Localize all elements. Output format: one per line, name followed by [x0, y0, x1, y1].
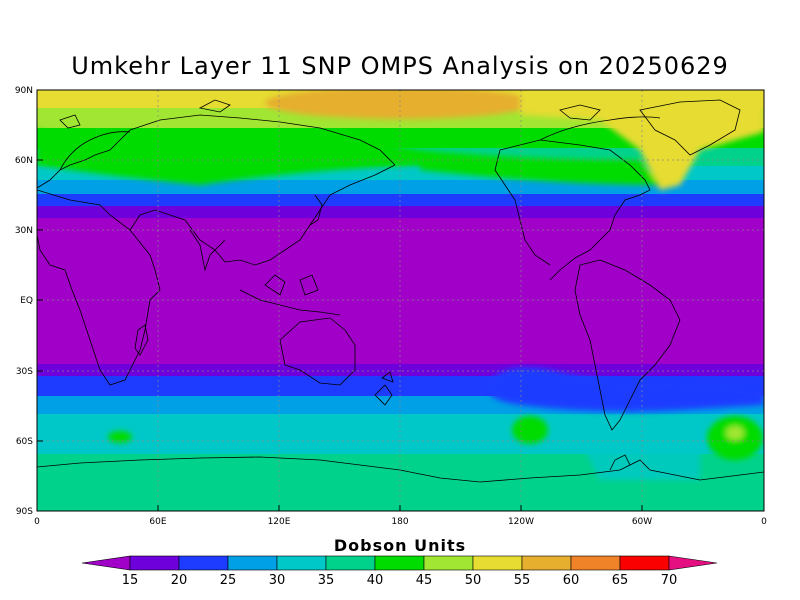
- map-title: Umkehr Layer 11 SNP OMPS Analysis on 202…: [71, 52, 729, 80]
- x-tick-label: 0: [761, 517, 767, 527]
- colorbar-swatch: [570, 555, 621, 571]
- colorbar-high-arrow: [668, 555, 718, 571]
- colorbar-level-label: 70: [661, 573, 678, 588]
- colorbar-level-label: 60: [563, 573, 580, 588]
- colorbar-title: Dobson Units: [333, 536, 467, 555]
- colorbar-swatch: [619, 555, 670, 571]
- x-tick-label: 0: [34, 517, 40, 527]
- colorbar-low-arrow: [81, 555, 131, 571]
- y-tick-label: 90N: [15, 86, 33, 96]
- colorbar-level-label: 35: [318, 573, 335, 588]
- x-tick-label: 60E: [149, 517, 166, 527]
- colorbar-level-label: 50: [465, 573, 482, 588]
- colorbar-level-label: 15: [122, 573, 139, 588]
- x-tick-label: 120W: [508, 517, 534, 527]
- x-tick-label: 60W: [632, 517, 652, 527]
- ozone-field: [37, 90, 764, 511]
- colorbar-swatch: [521, 555, 572, 571]
- y-tick-label: 60N: [15, 156, 33, 166]
- colorbar-swatch: [227, 555, 278, 571]
- colorbar-level-label: 40: [367, 573, 384, 588]
- colorbar-level-label: 65: [612, 573, 629, 588]
- colorbar: 15 20 25 30 35 40 45 50 55 60 65 70: [81, 555, 718, 588]
- colorbar-swatch: [276, 555, 327, 571]
- graticule: [37, 90, 764, 511]
- colorbar-level-label: 30: [269, 573, 286, 588]
- y-tick-label: 90S: [16, 507, 33, 517]
- y-tick-label: 30S: [16, 367, 33, 377]
- latitude-labels: 90N 60N 30N EQ 30S 60S 90S: [15, 86, 33, 517]
- colorbar-swatch: [374, 555, 425, 571]
- x-tick-label: 120E: [268, 517, 291, 527]
- y-tick-label: 60S: [16, 437, 33, 447]
- colorbar-swatch: [472, 555, 523, 571]
- colorbar-level-label: 25: [220, 573, 237, 588]
- y-tick-label: EQ: [20, 296, 33, 306]
- coastlines: [37, 99, 764, 483]
- longitude-labels: 0 60E 120E 180 120W 60W 0: [34, 517, 767, 527]
- colorbar-swatch: [325, 555, 376, 571]
- colorbar-level-label: 20: [171, 573, 188, 588]
- x-tick-label: 180: [391, 517, 408, 527]
- colorbar-swatch: [178, 555, 229, 571]
- y-tick-label: 30N: [15, 226, 33, 236]
- colorbar-level-label: 55: [514, 573, 531, 588]
- colorbar-level-label: 45: [416, 573, 433, 588]
- colorbar-swatch: [129, 555, 180, 571]
- colorbar-swatch: [423, 555, 474, 571]
